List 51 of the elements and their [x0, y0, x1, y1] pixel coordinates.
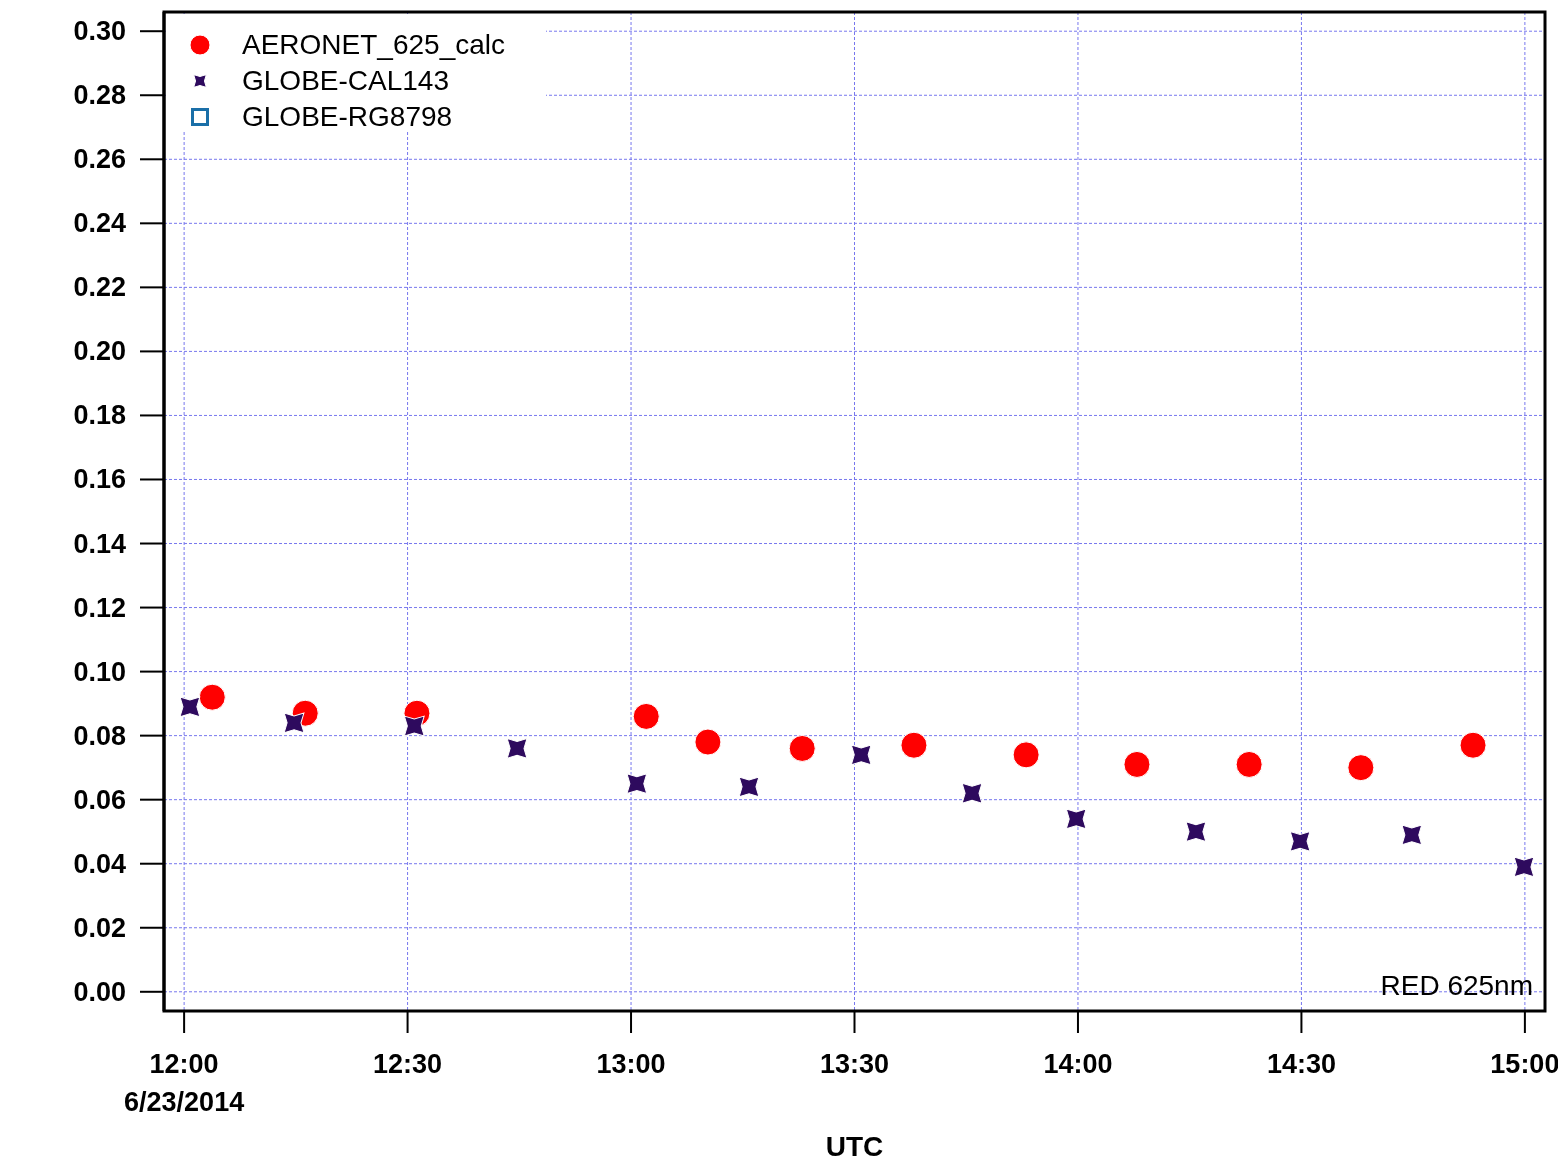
- point: [738, 776, 760, 798]
- point: [1513, 856, 1535, 878]
- point: [179, 696, 201, 718]
- point: [506, 738, 528, 759]
- point: [1065, 808, 1087, 830]
- legend-label: GLOBE-CAL143: [242, 65, 449, 96]
- x-tick-label: 15:00: [1490, 1049, 1560, 1079]
- x-axis-title: UTC: [825, 1131, 884, 1160]
- point: [1347, 754, 1375, 782]
- y-tick-label: 0.26: [73, 144, 126, 175]
- y-tick-label: 0.02: [73, 912, 126, 943]
- point: [632, 702, 660, 730]
- y-tick-label: 0.30: [73, 16, 126, 47]
- y-tick-label: 0.16: [73, 464, 126, 495]
- point: [283, 712, 305, 734]
- annotation: RED 625nm: [1380, 970, 1533, 1001]
- y-tick-label: 0.28: [73, 80, 126, 111]
- point: [1459, 731, 1487, 759]
- y-tick-label: 0.10: [73, 656, 126, 687]
- point: [1401, 824, 1423, 846]
- point: [900, 731, 928, 759]
- y-tick-label: 0.06: [73, 784, 126, 815]
- point: [1235, 750, 1263, 778]
- y-tick-label: 0.20: [73, 336, 126, 367]
- y-tick-label: 0.24: [73, 208, 126, 239]
- point: [1289, 830, 1311, 852]
- y-tick-label: 0.04: [73, 848, 126, 879]
- y-tick-label: 0.14: [73, 528, 126, 559]
- point: [961, 782, 983, 804]
- point: [1185, 821, 1207, 843]
- y-tick-label: 0.22: [73, 272, 126, 303]
- x-tick-label: 12:00 6/23/2014: [124, 1049, 245, 1117]
- legend-label: GLOBE-RG8798: [242, 101, 453, 132]
- x-tick-label: 14:30: [1266, 1049, 1336, 1079]
- y-tick-label: 0.08: [73, 720, 126, 751]
- y-tick-label: 0.12: [73, 592, 126, 623]
- x-tick-label: 14:00: [1043, 1049, 1113, 1079]
- point: [198, 683, 226, 711]
- point: [694, 728, 722, 756]
- legend-label: AERONET_625_calc: [242, 29, 506, 60]
- x-tick-label: 12:30: [373, 1049, 443, 1079]
- point: [788, 734, 816, 762]
- point: [850, 744, 872, 766]
- point: [1012, 741, 1040, 769]
- x-tick-label: 13:30: [819, 1049, 890, 1079]
- point: [1123, 750, 1151, 778]
- y-tick-label: 0.00: [73, 976, 126, 1007]
- y-tick-label: 0.18: [73, 400, 126, 431]
- x-tick-label: 13:00: [596, 1049, 666, 1079]
- point: [403, 715, 425, 737]
- point: [626, 773, 648, 795]
